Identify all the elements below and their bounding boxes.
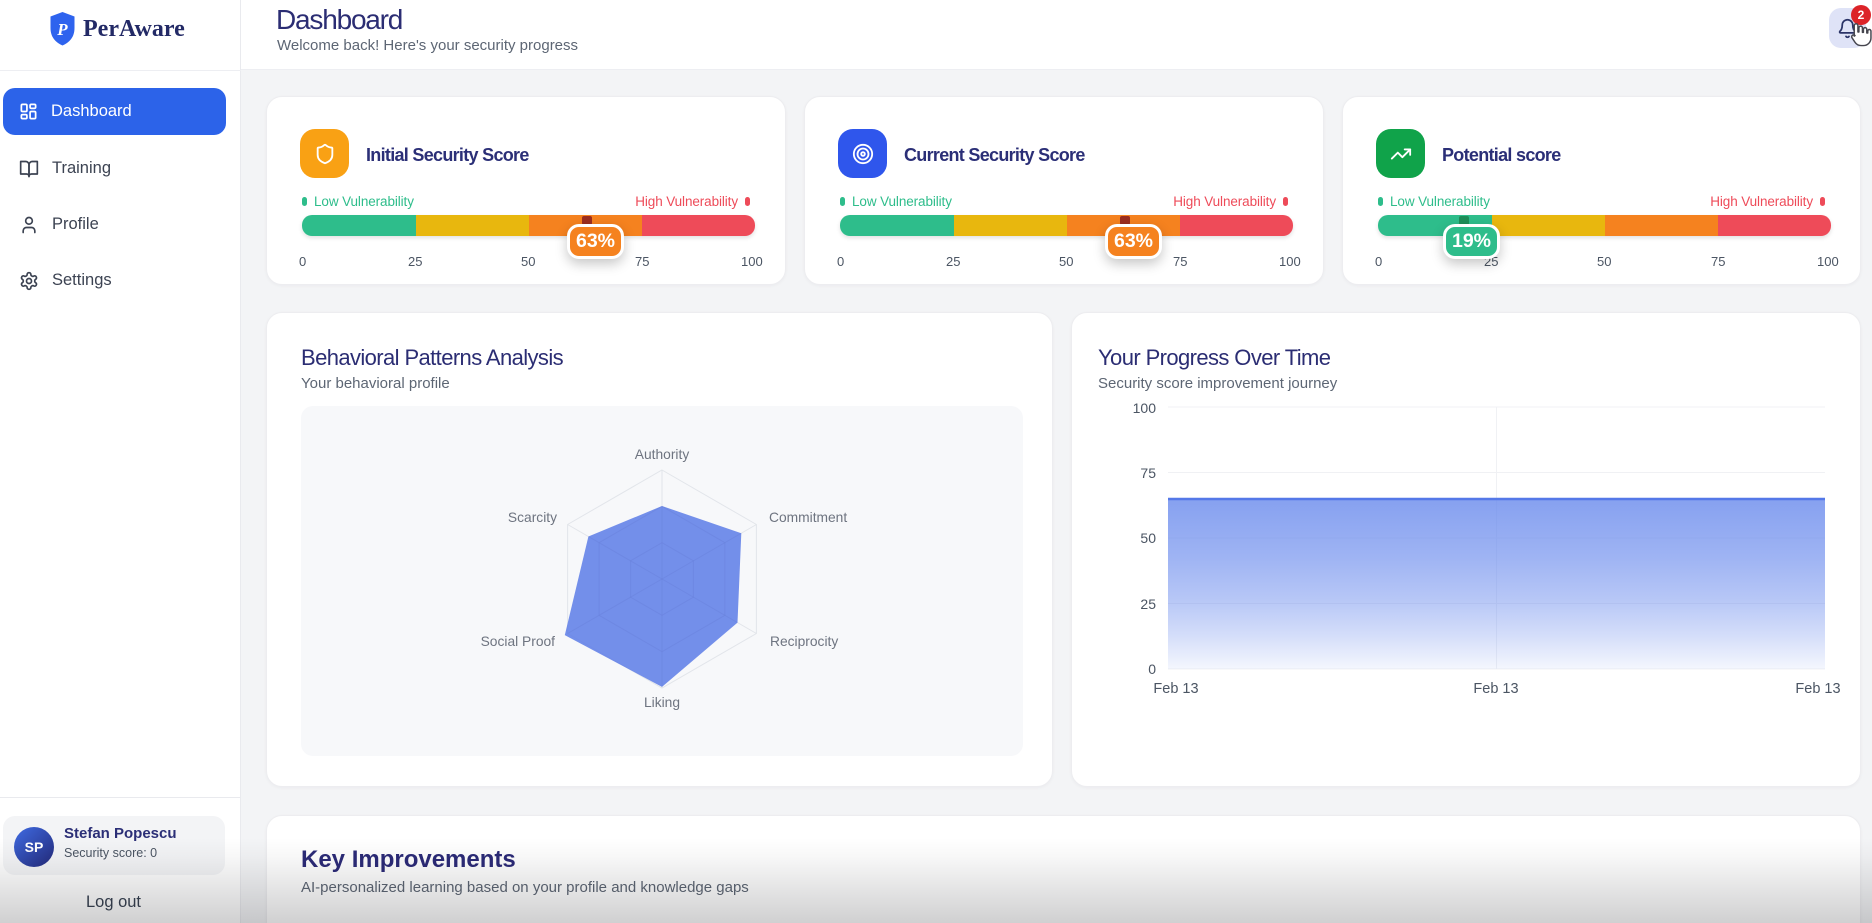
svg-text:Feb 13: Feb 13 <box>1795 681 1840 697</box>
svg-text:Liking: Liking <box>644 695 680 710</box>
svg-text:Social Proof: Social Proof <box>481 634 556 649</box>
svg-text:Commitment: Commitment <box>769 510 847 525</box>
svg-text:50: 50 <box>1140 530 1156 546</box>
svg-text:Feb 13: Feb 13 <box>1153 681 1198 697</box>
svg-text:100: 100 <box>1133 400 1157 416</box>
svg-text:P: P <box>56 20 68 39</box>
svg-text:Reciprocity: Reciprocity <box>770 634 838 649</box>
svg-text:75: 75 <box>1140 465 1156 481</box>
svg-text:Scarcity: Scarcity <box>508 510 557 525</box>
svg-text:25: 25 <box>1140 596 1156 612</box>
svg-text:Feb 13: Feb 13 <box>1473 681 1518 697</box>
svg-text:Authority: Authority <box>635 447 690 462</box>
svg-text:0: 0 <box>1148 661 1156 677</box>
